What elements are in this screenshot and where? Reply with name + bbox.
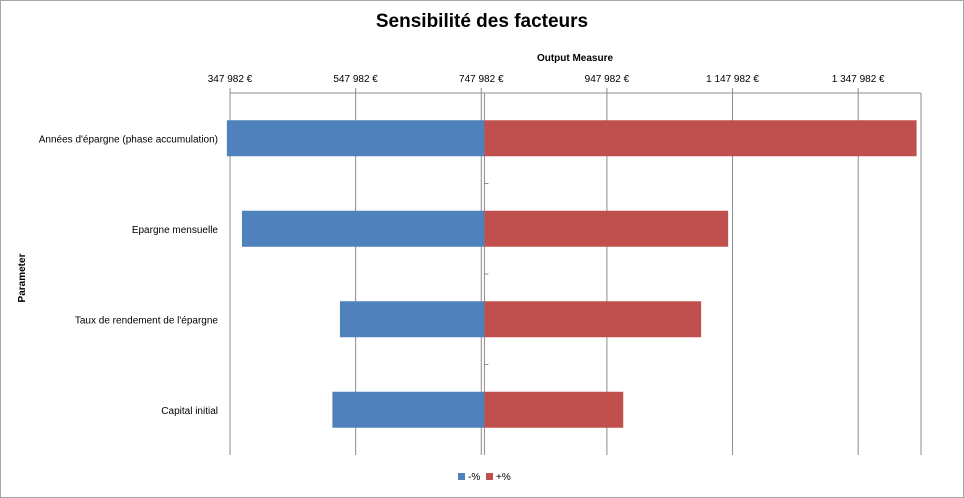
category-label: Années d'épargne (phase accumulation) <box>39 134 218 145</box>
legend-swatch <box>458 473 465 480</box>
category-label: Taux de rendement de l'épargne <box>75 315 219 326</box>
x-tick-label: 1 347 982 € <box>832 74 885 85</box>
chart-title: Sensibilité des facteurs <box>376 11 588 32</box>
bar-plus <box>484 210 729 247</box>
bar-minus <box>226 120 485 157</box>
x-tick-label: 947 982 € <box>585 74 630 85</box>
bar-minus <box>339 301 485 338</box>
bar-plus <box>484 301 702 338</box>
x-tick-label: 747 982 € <box>459 74 504 85</box>
x-tick-label: 347 982 € <box>208 74 253 85</box>
legend-label: +% <box>496 472 511 483</box>
bar-minus <box>332 391 485 428</box>
category-label: Epargne mensuelle <box>132 225 219 236</box>
category-label: Capital initial <box>161 406 218 417</box>
x-tick-label: 1 147 982 € <box>706 74 759 85</box>
y-axis-title: Parameter <box>17 253 28 302</box>
bar-plus <box>484 391 624 428</box>
x-axis-title: Output Measure <box>537 53 614 64</box>
legend-swatch <box>486 473 493 480</box>
bar-minus <box>241 210 485 247</box>
x-tick-label: 547 982 € <box>333 74 378 85</box>
legend-label: -% <box>468 472 480 483</box>
bar-plus <box>484 120 917 157</box>
